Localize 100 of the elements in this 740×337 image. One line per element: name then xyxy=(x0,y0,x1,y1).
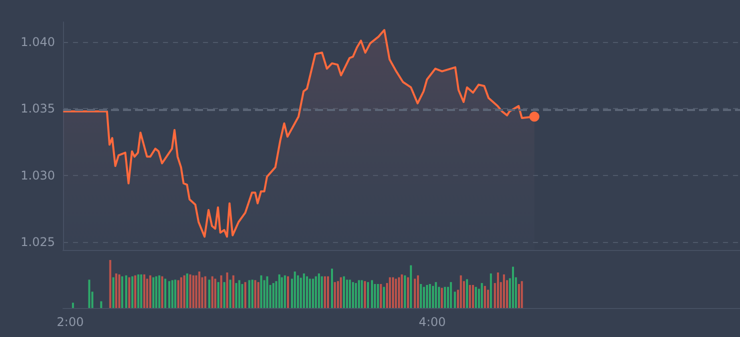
bar xyxy=(229,280,232,308)
bar xyxy=(223,282,226,308)
bar xyxy=(354,283,357,308)
bar xyxy=(410,265,412,308)
bar xyxy=(420,284,422,308)
bar xyxy=(241,284,244,308)
bar xyxy=(100,301,102,308)
bar xyxy=(121,276,124,308)
y-tick-label: 1.040 xyxy=(20,35,55,49)
bar xyxy=(112,277,114,308)
bar xyxy=(211,276,214,308)
bar xyxy=(266,276,268,308)
bar xyxy=(155,276,158,308)
bar xyxy=(140,274,142,308)
bar xyxy=(468,284,471,308)
bar xyxy=(358,280,360,308)
bar xyxy=(118,274,120,308)
y-tick-label: 1.030 xyxy=(20,168,55,182)
bar xyxy=(131,276,134,308)
bar xyxy=(217,282,220,308)
bar xyxy=(72,302,74,308)
bar xyxy=(314,276,317,308)
bar xyxy=(115,273,118,308)
bar xyxy=(186,273,188,308)
bar xyxy=(214,278,216,308)
bar xyxy=(434,282,437,308)
bar xyxy=(374,284,376,308)
bar xyxy=(466,279,468,308)
x-tick-label: 4:00 xyxy=(418,315,446,329)
bar xyxy=(195,275,198,308)
bar xyxy=(308,278,311,308)
bar xyxy=(161,276,164,308)
bar xyxy=(244,282,246,308)
bar xyxy=(400,274,403,308)
bar xyxy=(284,275,286,308)
bar xyxy=(302,273,305,308)
bar xyxy=(388,277,391,308)
bar xyxy=(287,276,290,308)
bar xyxy=(440,288,443,308)
bar xyxy=(398,277,400,308)
bar xyxy=(272,283,274,308)
bar xyxy=(376,284,379,308)
bar xyxy=(422,286,425,308)
bar xyxy=(342,276,345,308)
bar xyxy=(320,276,323,308)
bar xyxy=(382,286,385,308)
bar xyxy=(248,280,250,308)
bar xyxy=(88,280,90,308)
bar xyxy=(318,273,320,308)
bar xyxy=(149,275,152,308)
bar xyxy=(198,272,200,308)
bar xyxy=(416,275,419,308)
bar xyxy=(450,282,452,308)
bar xyxy=(340,277,342,308)
bar xyxy=(137,274,140,308)
bar xyxy=(220,275,222,308)
bar xyxy=(134,275,136,308)
bar xyxy=(454,292,456,308)
bar xyxy=(180,277,182,308)
bar xyxy=(164,278,166,308)
bar xyxy=(428,284,431,308)
bar xyxy=(330,268,333,308)
bar xyxy=(327,276,330,308)
bar xyxy=(392,277,394,308)
bar xyxy=(394,278,397,308)
bar xyxy=(334,282,336,308)
bar xyxy=(280,277,283,308)
bar xyxy=(367,282,370,308)
y-tick-label: 1.025 xyxy=(20,235,55,249)
bar xyxy=(168,281,170,308)
bar xyxy=(296,275,299,308)
bar xyxy=(404,275,406,308)
bar xyxy=(474,286,477,308)
bar xyxy=(480,283,483,308)
bar xyxy=(128,277,130,308)
bar xyxy=(414,278,416,308)
bar xyxy=(183,275,186,308)
y-tick-label: 1.035 xyxy=(20,102,55,116)
bar xyxy=(487,290,490,308)
bar xyxy=(192,275,194,308)
bar xyxy=(235,283,238,308)
bar xyxy=(407,277,410,308)
bar xyxy=(174,280,176,308)
bar xyxy=(324,276,326,308)
bar xyxy=(171,280,174,308)
bar xyxy=(312,278,314,308)
bar xyxy=(460,275,462,308)
bar xyxy=(251,280,254,308)
bar xyxy=(232,275,234,308)
bar xyxy=(260,275,262,308)
x-tick-label: 2:00 xyxy=(56,315,84,329)
bar xyxy=(502,274,505,308)
bar xyxy=(257,282,260,308)
bar xyxy=(254,280,256,308)
bar xyxy=(380,284,382,308)
bar xyxy=(189,274,192,308)
bar xyxy=(152,277,154,308)
bar xyxy=(306,276,308,308)
bar xyxy=(208,280,210,308)
bar xyxy=(426,284,428,308)
